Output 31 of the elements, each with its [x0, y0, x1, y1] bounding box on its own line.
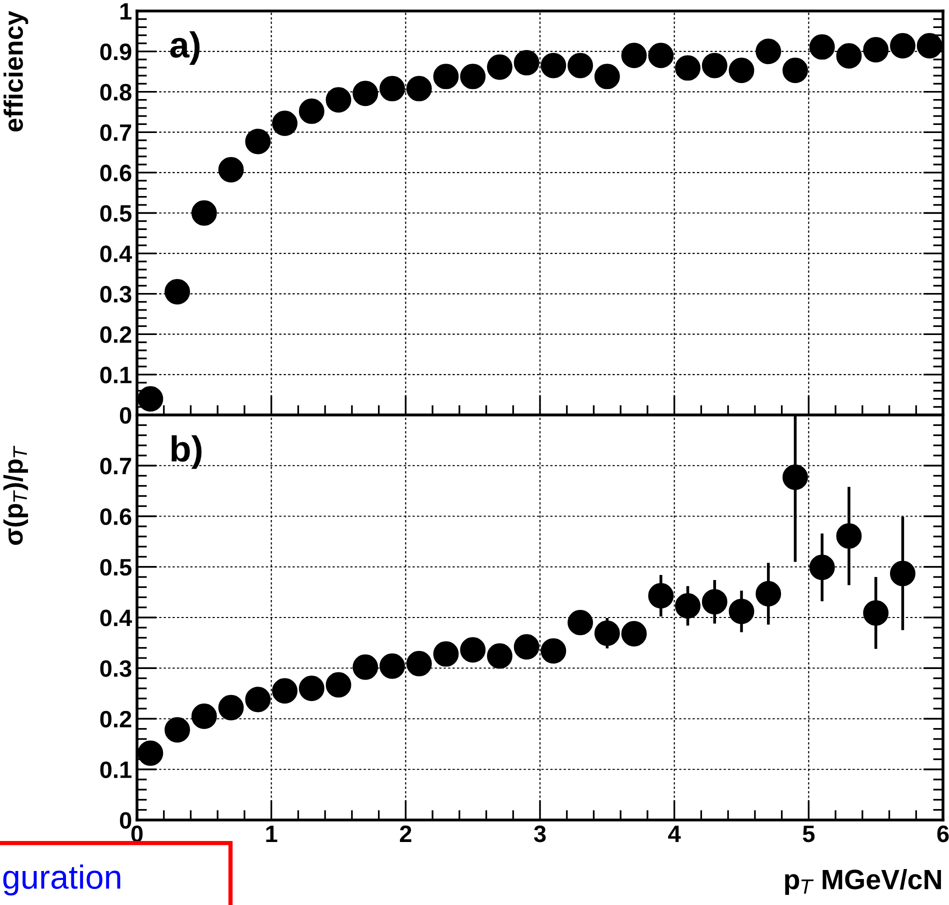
y-tick-label: 0.9 — [100, 43, 132, 60]
x-tick-label: 3 — [534, 825, 546, 842]
y-tick-label: 0.1 — [100, 366, 132, 384]
y-axis-title: efficiency — [4, 10, 28, 132]
y-tick-label: 0.3 — [100, 286, 132, 303]
y-tick-label: 0.8 — [100, 84, 132, 101]
x-tick-label: 1 — [266, 826, 278, 842]
text: guration — [3, 864, 120, 896]
annotation: b) — [172, 435, 202, 469]
y-tick-label: 0.2 — [100, 326, 132, 343]
y-tick-label: 0.4 — [100, 245, 132, 262]
x-tick-label: 5 — [802, 826, 815, 842]
y-tick-label: 0 — [120, 812, 132, 829]
x-tick-label: 6 — [937, 825, 949, 842]
y-tick-label: 0.4 — [100, 610, 132, 626]
y-tick-label: 0.6 — [100, 508, 132, 526]
x-axis-title: p$_{T}$ MGeV/cN — [785, 868, 941, 895]
y-tick-label: 0.1 — [100, 761, 132, 778]
y-tick-label: 0.6 — [100, 164, 132, 182]
y-tick-label: 1 — [120, 3, 132, 20]
y-tick-label: 0.3 — [100, 660, 132, 677]
y-tick-label: 0.5 — [100, 205, 132, 222]
annotation: a) — [170, 31, 200, 65]
x-tick-label: 4 — [668, 826, 681, 842]
y-tick-label: 0.5 — [100, 558, 132, 576]
x-tick-label: 2 — [400, 825, 412, 842]
y-tick-label: 0.2 — [100, 710, 132, 728]
y-tick-label: 0.7 — [100, 124, 132, 141]
y-axis-title: σ(p$_{T}$)/p$_{T}$ — [3, 446, 28, 545]
y-tick-label: 0.7 — [100, 458, 132, 474]
y-tick-label: 0 — [120, 407, 132, 424]
